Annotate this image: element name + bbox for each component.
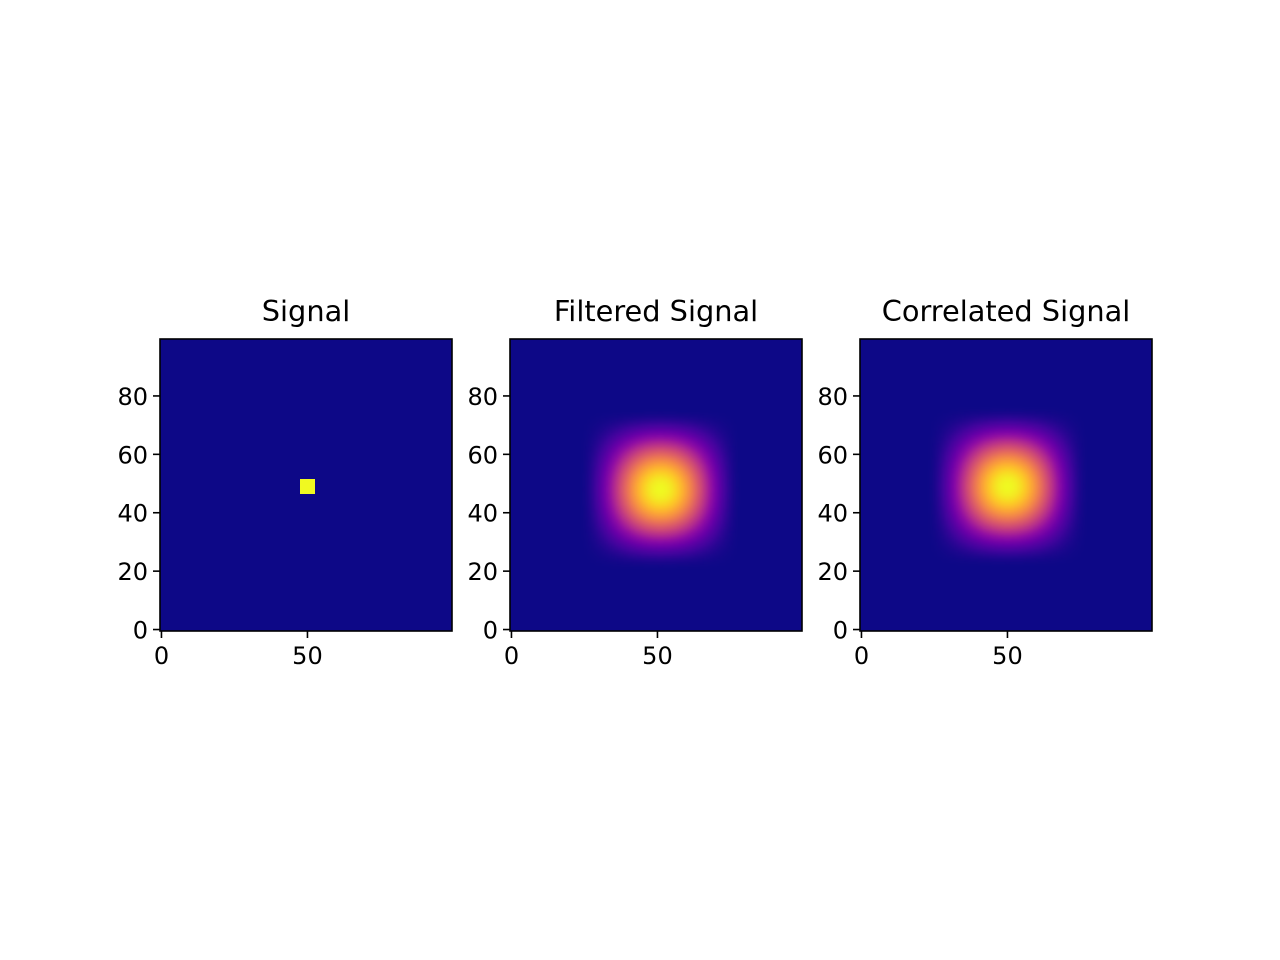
y-tick-label: 80: [467, 383, 498, 411]
y-tick-label: 80: [817, 383, 848, 411]
x-ticks: 0 50: [504, 631, 673, 670]
y-tick-label: 40: [467, 500, 498, 528]
y-ticks: 0 20 40 60 80: [817, 383, 860, 645]
axes-frame: [859, 338, 1153, 632]
heatmap-image: [860, 339, 1152, 631]
axes-frame: [509, 338, 803, 632]
panel-title: Filtered Signal: [554, 294, 758, 328]
x-tick-label: 50: [992, 642, 1023, 670]
y-tick-label: 60: [117, 441, 148, 469]
heatmap-image: [510, 339, 802, 631]
panel-signal: Signal 0 50 0 20 40 60 80: [117, 294, 453, 670]
y-tick-label: 40: [817, 500, 848, 528]
x-ticks: 0 50: [854, 631, 1023, 670]
panel-filtered-signal: Filtered Signal 0 50 0 20 40 60 80: [467, 294, 803, 670]
y-tick-label: 20: [467, 558, 498, 586]
y-ticks: 0 20 40 60 80: [467, 383, 510, 645]
heatmap-image: [160, 339, 452, 631]
y-tick-label: 80: [117, 383, 148, 411]
y-tick-label: 60: [817, 441, 848, 469]
x-ticks: 0 50: [154, 631, 323, 670]
axes-frame: [159, 338, 453, 632]
y-tick-label: 0: [833, 617, 848, 645]
x-tick-label: 0: [504, 642, 519, 670]
y-tick-label: 0: [483, 617, 498, 645]
y-ticks: 0 20 40 60 80: [117, 383, 160, 645]
x-tick-label: 50: [292, 642, 323, 670]
panel-title: Signal: [262, 294, 350, 328]
panel-title: Correlated Signal: [882, 294, 1131, 328]
x-tick-label: 0: [854, 642, 869, 670]
y-tick-label: 60: [467, 441, 498, 469]
panel-correlated-signal: Correlated Signal 0 50 0 20 40 60 80: [817, 294, 1153, 670]
y-tick-label: 20: [117, 558, 148, 586]
y-tick-label: 20: [817, 558, 848, 586]
x-tick-label: 0: [154, 642, 169, 670]
y-tick-label: 40: [117, 500, 148, 528]
y-tick-label: 0: [133, 617, 148, 645]
x-tick-label: 50: [642, 642, 673, 670]
